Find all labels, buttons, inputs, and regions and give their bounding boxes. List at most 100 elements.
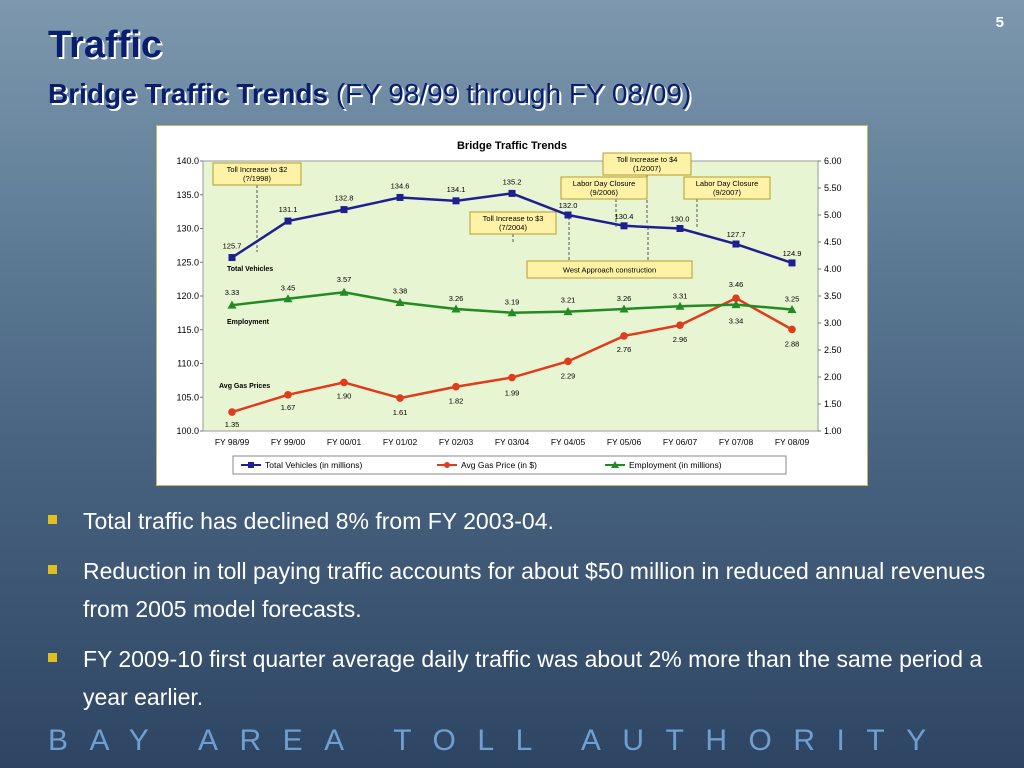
total-vehicles-data-label: 135.2 — [503, 177, 522, 186]
right-axis-tick-label: 4.00 — [824, 264, 842, 274]
employment-data-label: 3.21 — [561, 296, 576, 305]
legend-marker — [444, 462, 450, 468]
employment-data-label: 3.57 — [337, 275, 352, 284]
avg-gas-price-point — [620, 332, 628, 340]
x-axis-tick-label: FY 08/09 — [775, 437, 810, 447]
total-vehicles-point — [564, 211, 572, 219]
bullet-text: FY 2009-10 first quarter average daily t… — [83, 646, 983, 710]
avg-gas-price-data-label: 1.82 — [449, 397, 464, 406]
left-axis-tick-label: 110.0 — [177, 359, 199, 369]
total-vehicles-point — [452, 197, 460, 205]
page-number: 5 — [995, 14, 1004, 31]
left-axis-tick-label: 100.0 — [176, 426, 199, 436]
left-axis-tick-label: 125.0 — [176, 257, 199, 267]
employment-data-label: 3.45 — [281, 284, 296, 293]
annotation-text: West Approach construction — [563, 266, 656, 275]
avg-gas-price-point — [284, 391, 292, 399]
right-axis-tick-label: 3.00 — [824, 318, 842, 328]
bullet-square-icon — [48, 515, 57, 524]
total-vehicles-point — [676, 225, 684, 232]
total-vehicles-data-label: 134.1 — [447, 185, 466, 194]
chart-title: Bridge Traffic Trends — [457, 140, 567, 152]
left-axis-tick-label: 115.0 — [177, 325, 199, 335]
employment-data-label: 3.34 — [729, 317, 744, 326]
legend-label: Total Vehicles (in millions) — [265, 460, 362, 470]
right-axis-tick-label: 4.50 — [824, 237, 842, 247]
annotation-box — [469, 211, 557, 235]
avg-gas-price-data-label: 1.61 — [393, 408, 408, 417]
bullet-item: FY 2009-10 first quarter average daily t… — [48, 640, 998, 716]
right-axis-tick-label: 2.50 — [824, 345, 842, 355]
x-axis-tick-label: FY 04/05 — [551, 437, 586, 447]
footer-org-name: BAY AREA TOLL AUTHORITY — [48, 724, 948, 757]
right-axis-tick-label: 5.50 — [824, 183, 842, 193]
annotation-box — [560, 176, 648, 200]
legend-box — [232, 455, 787, 475]
annotation-box — [683, 176, 771, 200]
employment-data-label: 3.26 — [617, 294, 632, 303]
total-vehicles-point — [620, 222, 628, 230]
slide-subtitle: Bridge Traffic Trends (FY 98/99 through … — [48, 78, 691, 110]
employment-series-label: Employment — [227, 319, 270, 326]
annotation-text: (9/2006) — [590, 188, 618, 197]
avg-gas-price-data-label: 2.96 — [673, 335, 688, 344]
avg-gas-price-point — [228, 408, 236, 416]
bullet-text: Reduction in toll paying traffic account… — [83, 558, 986, 622]
total-vehicles-data-label: 131.1 — [279, 205, 298, 214]
avg-gas-price-data-label: 1.35 — [225, 420, 240, 429]
avg-gas-price-data-label: 3.46 — [729, 280, 744, 289]
right-axis-tick-label: 2.00 — [824, 372, 842, 382]
chart-frame: Bridge Traffic Trends 100.0 105.0 110.0 115.… — [156, 125, 868, 486]
x-axis-tick-label: FY 00/01 — [327, 437, 362, 447]
employment-point — [395, 297, 405, 306]
annotation-box — [602, 152, 692, 176]
avg-gas-price-point — [508, 373, 516, 382]
x-axis-tick-label: FY 01/02 — [383, 437, 418, 447]
employment-data-label: 3.31 — [673, 291, 688, 300]
avg-gas-price-data-label: 2.76 — [617, 345, 632, 354]
bullet-square-icon — [48, 565, 57, 574]
left-axis-tick-label: 130.0 — [176, 224, 199, 234]
total-vehicles-point — [508, 189, 516, 197]
left-axis-tick-label: 105.0 — [176, 392, 199, 402]
employment-point — [451, 304, 461, 313]
bridge-traffic-chart: Bridge Traffic Trends 100.0 105.0 110.0 115.… — [176, 140, 842, 475]
avg-gas-price-point — [396, 394, 404, 402]
annotation-box — [526, 260, 693, 279]
total-vehicles-data-label: 124.9 — [783, 249, 802, 258]
legend-label: Employment (in millions) — [629, 460, 722, 470]
avg-gas-price-point — [564, 357, 572, 366]
employment-data-label: 3.26 — [449, 294, 464, 303]
slide-title: Traffic — [48, 24, 163, 66]
total-vehicles-data-label: 132.0 — [559, 201, 578, 210]
annotation-text: (9/2007) — [713, 188, 741, 197]
avg-gas-price-data-label: 1.67 — [281, 403, 296, 412]
total-vehicles-data-label: 130.4 — [615, 212, 634, 221]
employment-data-label: 3.33 — [225, 288, 240, 297]
bullet-square-icon — [48, 653, 57, 662]
avg-gas-price-point — [676, 321, 684, 329]
bullet-text: Total traffic has declined 8% from FY 20… — [83, 508, 554, 534]
subtitle-bold: Bridge Traffic Trends — [48, 78, 329, 109]
x-axis-tick-label: FY 07/08 — [719, 437, 754, 447]
employment-point — [731, 300, 741, 309]
total-vehicles-point — [788, 259, 796, 267]
avg-gas-price-point — [452, 382, 460, 391]
avg-gas-series-label: Avg Gas Prices — [219, 383, 270, 390]
employment-point — [675, 301, 685, 310]
annotation-text: Labor Day Closure — [573, 179, 636, 188]
employment-point — [507, 308, 517, 317]
left-axis-tick-label: 135.0 — [176, 190, 199, 200]
annotation-text: Toll Increase to $2 — [227, 165, 288, 174]
total-vehicles-data-label: 130.0 — [671, 215, 690, 224]
bullet-item: Total traffic has declined 8% from FY 20… — [48, 502, 998, 540]
total-vehicles-data-label: 125.7 — [223, 242, 242, 251]
total-vehicles-data-label: 127.7 — [727, 230, 746, 239]
avg-gas-price-point — [732, 294, 740, 302]
total-vehicles-point — [284, 217, 292, 225]
annotation-text: (7/2004) — [499, 223, 527, 232]
total-vehicles-point — [228, 254, 236, 262]
annotation-box — [212, 162, 302, 186]
legend-marker — [611, 461, 619, 468]
left-axis-tick-label: 120.0 — [176, 291, 199, 301]
